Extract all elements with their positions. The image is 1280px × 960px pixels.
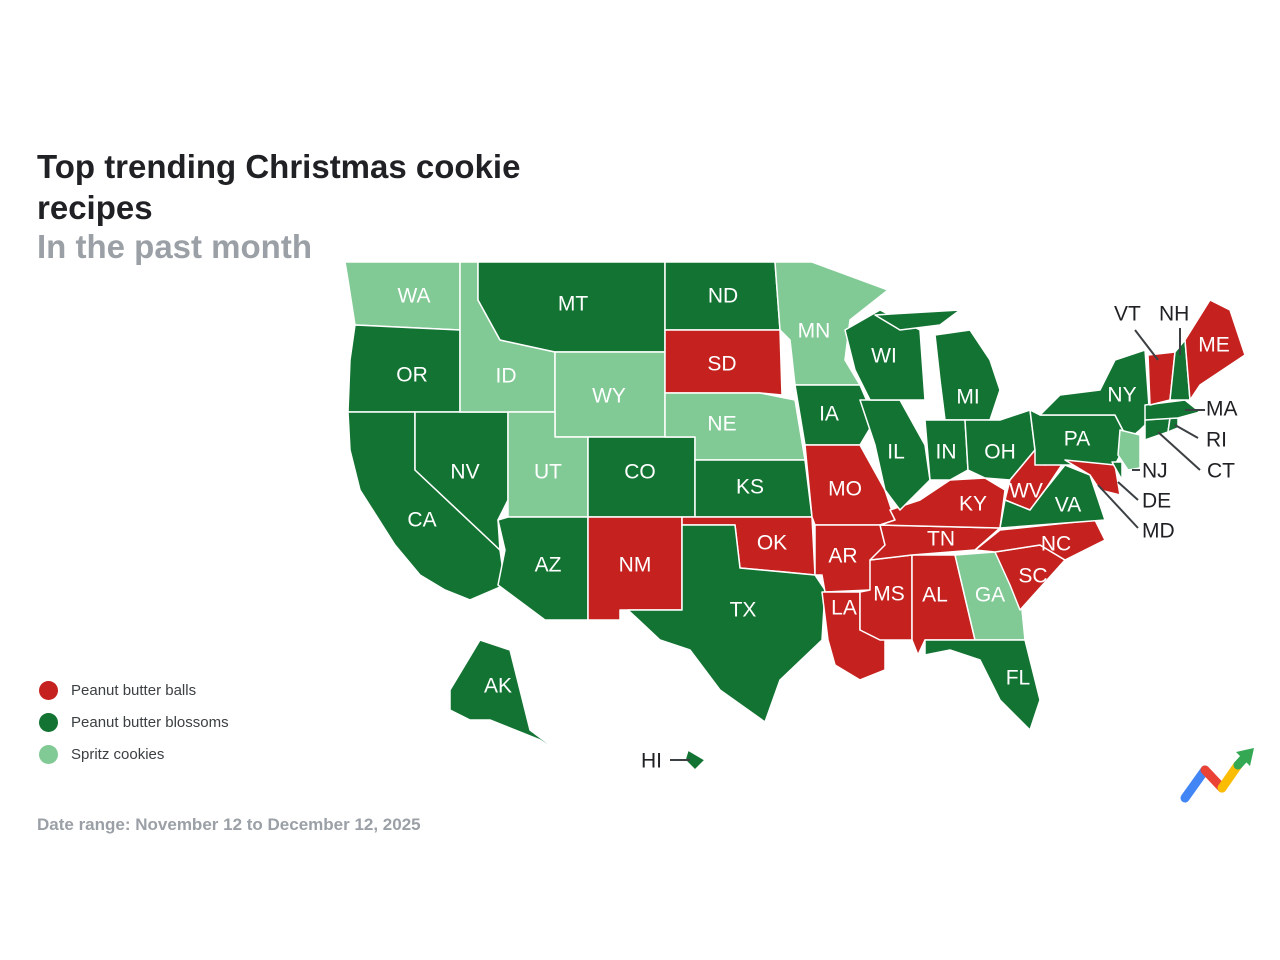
state-label-ms: MS [873, 583, 905, 606]
legend-label: Peanut butter balls [71, 681, 197, 699]
legend-swatch-spritz [39, 744, 58, 764]
state-ct [1144, 417, 1171, 441]
state-label-tx: TX [730, 599, 757, 622]
state-label-wi: WI [871, 345, 897, 368]
state-de [1111, 461, 1123, 481]
state-label-al: AL [922, 584, 948, 607]
state-label-nh: NH [1159, 303, 1189, 326]
state-label-in: IN [936, 441, 957, 464]
state-label-ny: NY [1107, 384, 1136, 407]
state-label-tn: TN [927, 528, 955, 551]
state-wi [844, 309, 926, 401]
state-label-oh: OH [984, 441, 1016, 464]
state-label-me: ME [1198, 334, 1230, 357]
state-label-sc: SC [1018, 565, 1047, 588]
date-range: Date range: November 12 to December 12, … [37, 815, 421, 834]
state-md [1064, 459, 1121, 496]
state-label-ar: AR [828, 545, 857, 568]
legend-swatch-balls [39, 680, 58, 700]
state-label-az: AZ [535, 554, 562, 577]
state-label-mn: MN [798, 320, 831, 343]
state-ny [1039, 349, 1151, 441]
state-label-va: VA [1055, 494, 1081, 517]
state-sd [664, 329, 783, 396]
state-hi [684, 749, 706, 771]
state-label-ca: CA [407, 509, 436, 532]
state-label-ma: MA [1206, 398, 1238, 421]
state-label-wy: WY [592, 385, 626, 408]
legend-label: Spritz cookies [71, 745, 165, 763]
state-label-de: DE [1142, 490, 1171, 513]
state-label-sd: SD [707, 353, 736, 376]
state-mn [774, 261, 889, 386]
state-label-or: OR [396, 364, 428, 387]
state-label-co: CO [624, 461, 656, 484]
map-subtitle: In the past month [37, 228, 312, 265]
state-tx [627, 524, 826, 723]
state-label-nj: NJ [1142, 460, 1168, 483]
state-va [999, 464, 1106, 529]
state-label-vt: VT [1114, 303, 1141, 326]
state-nc [974, 519, 1106, 561]
state-label-nv: NV [450, 461, 479, 484]
state-label-mo: MO [828, 478, 862, 501]
state-label-ne: NE [707, 413, 736, 436]
state-label-mi: MI [956, 386, 979, 409]
state-label-md: MD [1142, 520, 1175, 543]
state-label-la: LA [831, 597, 857, 620]
state-label-ct: CT [1207, 460, 1235, 483]
state-label-nm: NM [619, 554, 652, 577]
state-label-pa: PA [1064, 428, 1090, 451]
state-label-ok: OK [757, 532, 787, 555]
state-label-nc: NC [1041, 533, 1071, 556]
state-label-il: IL [887, 441, 905, 464]
state-in [924, 419, 969, 481]
state-mi [874, 309, 961, 331]
state-label-ga: GA [975, 584, 1005, 607]
state-me [1184, 299, 1246, 401]
state-il [859, 399, 931, 511]
map-title: Top trending Christmas cookie recipes [37, 148, 521, 226]
leader-lines [670, 328, 1205, 761]
state-label-hi: HI [641, 750, 662, 773]
legend-label: Peanut butter blossoms [71, 713, 229, 731]
state-fl [924, 639, 1041, 731]
state-label-fl: FL [1006, 667, 1031, 690]
legend-swatch-blossoms [39, 712, 58, 732]
legend-item-spritz: Spritz cookies [39, 738, 229, 770]
state-label-ky: KY [959, 493, 987, 516]
state-label-ak: AK [484, 675, 512, 698]
state-ak [449, 639, 571, 761]
state-label-wv: WV [1009, 480, 1043, 503]
state-mi [934, 329, 1001, 421]
state-label-mt: MT [558, 293, 588, 316]
legend: Peanut butter balls Peanut butter blosso… [39, 674, 229, 770]
legend-item-blossoms: Peanut butter blossoms [39, 706, 229, 738]
state-label-nd: ND [708, 285, 738, 308]
state-label-id: ID [496, 365, 517, 388]
state-label-ks: KS [736, 476, 764, 499]
state-label-ri: RI [1206, 429, 1227, 452]
legend-item-balls: Peanut butter balls [39, 674, 229, 706]
state-ma [1144, 399, 1201, 421]
state-label-ut: UT [534, 461, 562, 484]
state-label-ia: IA [819, 403, 839, 426]
state-label-wa: WA [397, 285, 430, 308]
state-ia [794, 384, 876, 446]
google-trends-logo [1180, 748, 1254, 803]
